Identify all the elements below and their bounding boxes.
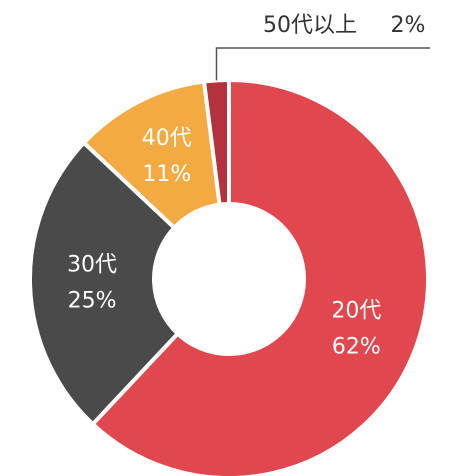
segment-label: 20代 xyxy=(331,298,381,323)
donut-segment xyxy=(28,139,181,427)
donut-segment xyxy=(89,77,430,476)
segment-label: 40代 xyxy=(142,126,192,151)
segment-value-label: 62% xyxy=(332,334,381,359)
outside-value-label: 2% xyxy=(391,13,426,38)
leader-line xyxy=(215,47,430,81)
segment-value-label: 25% xyxy=(68,288,117,313)
donut-segment xyxy=(201,77,231,207)
segment-label: 30代 xyxy=(67,252,117,277)
outside-label: 50代以上 xyxy=(263,13,357,38)
segment-value-label: 11% xyxy=(142,162,191,187)
